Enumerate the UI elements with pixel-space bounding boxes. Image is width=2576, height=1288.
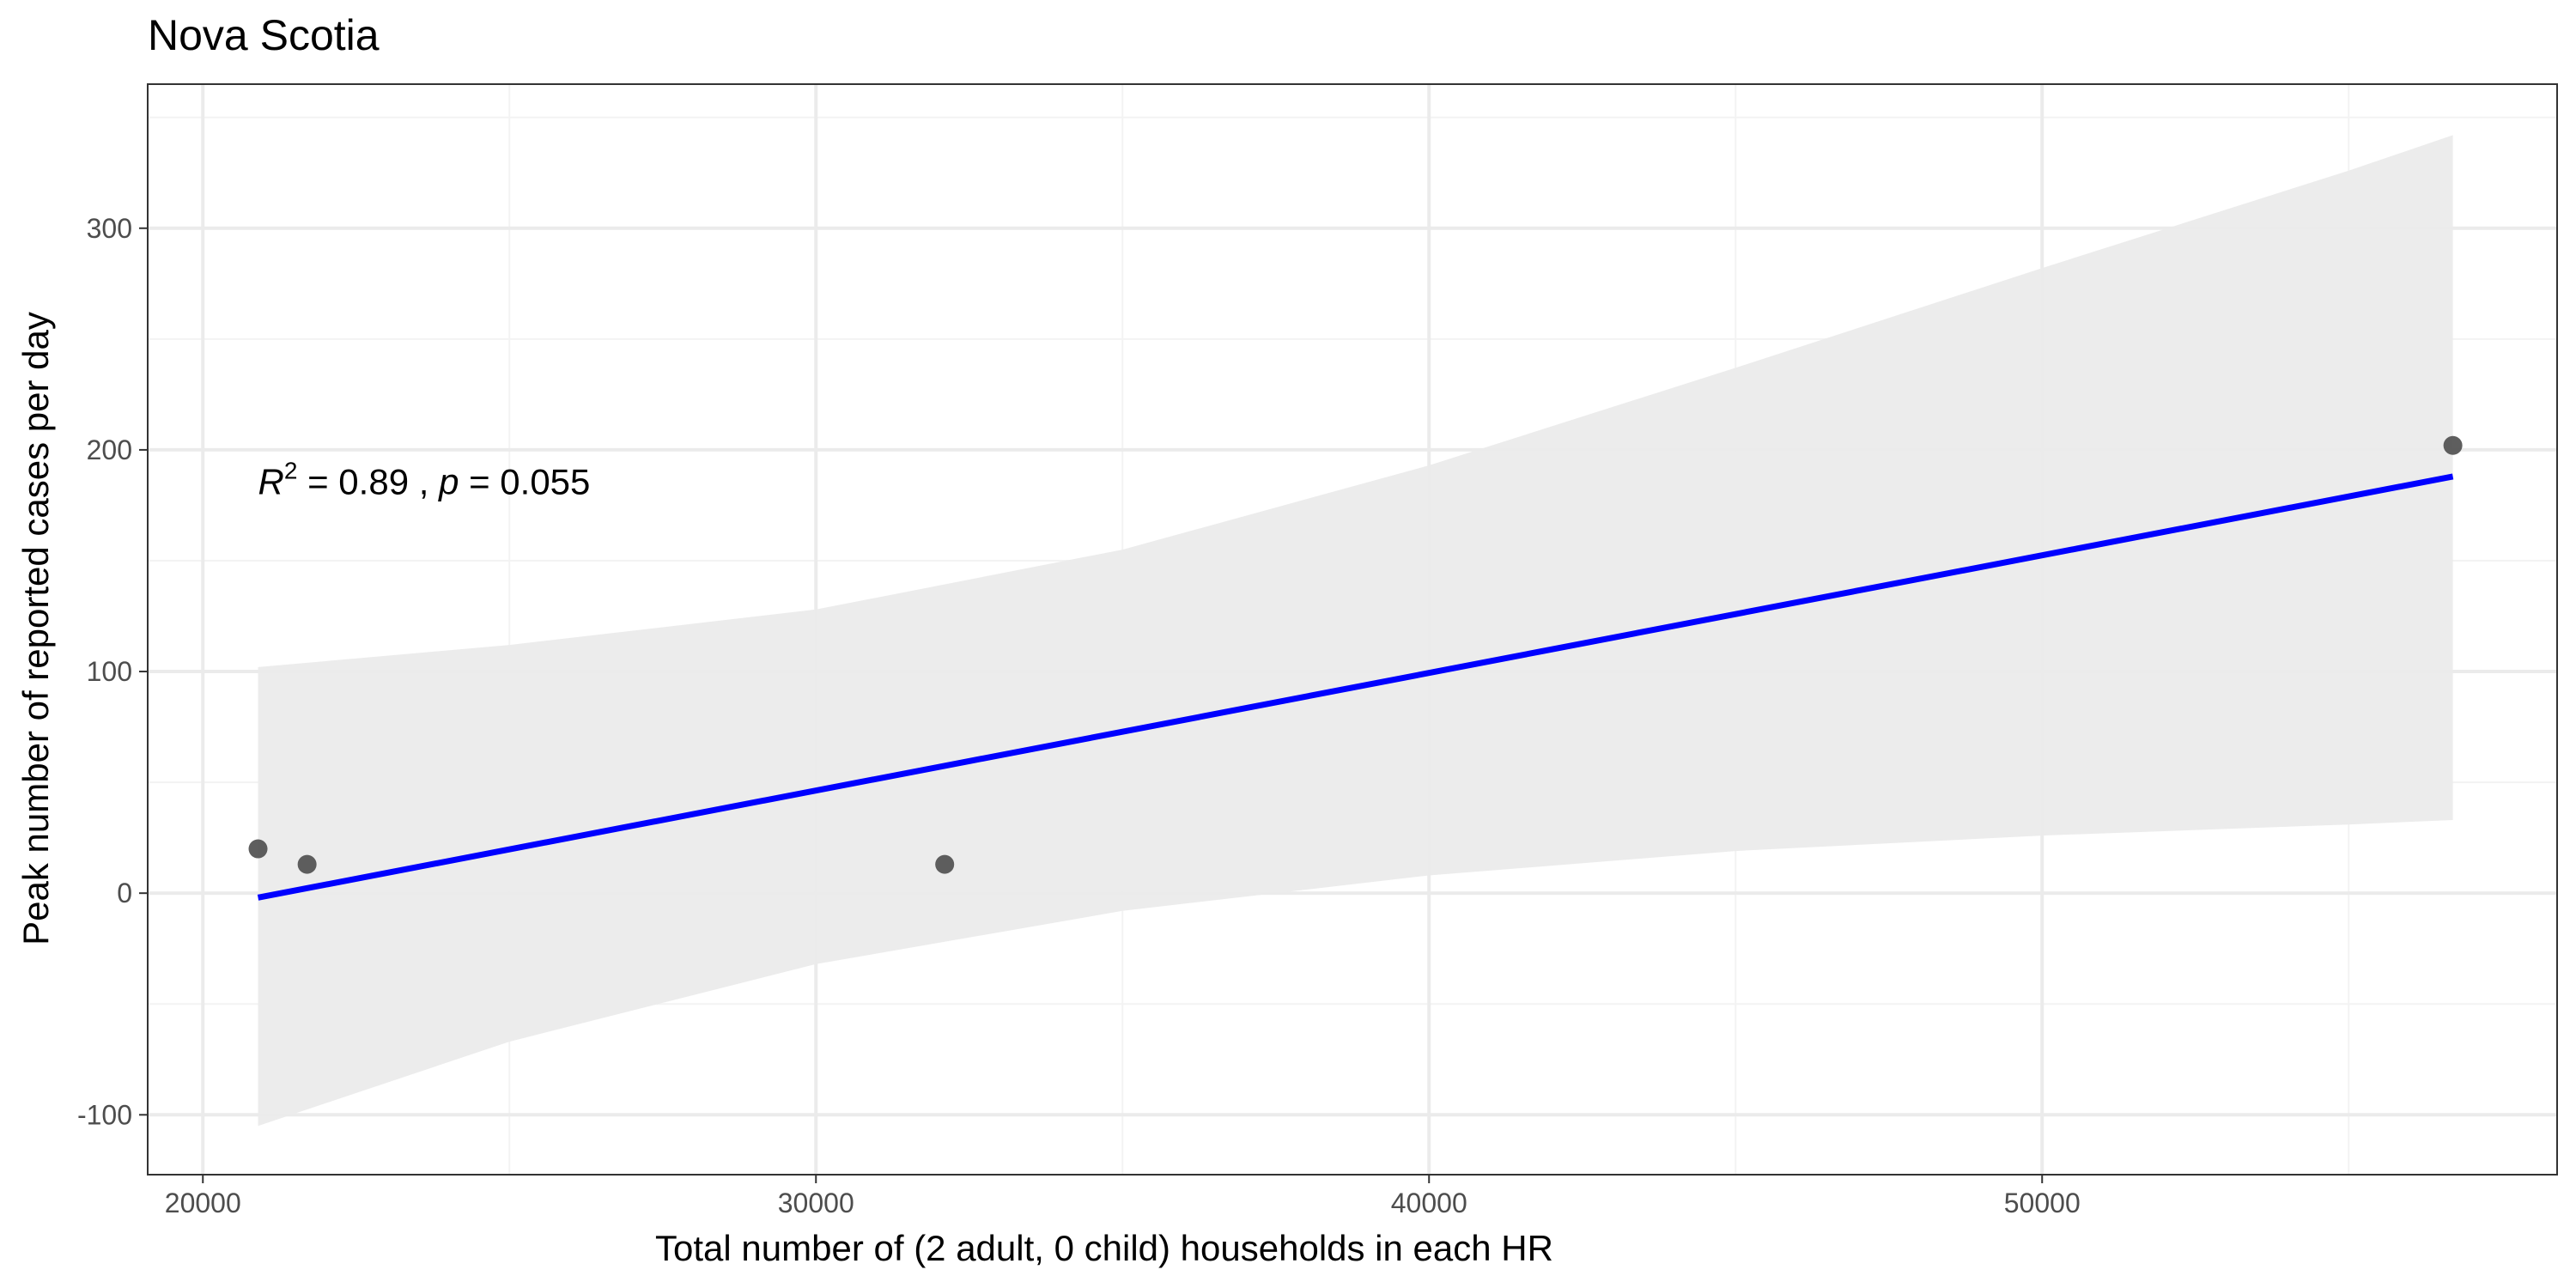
data-point bbox=[935, 854, 955, 874]
data-points bbox=[248, 435, 2463, 874]
y-tick-label: 100 bbox=[87, 656, 132, 687]
x-tick-label: 30000 bbox=[778, 1188, 854, 1218]
x-tick-label: 20000 bbox=[165, 1188, 241, 1218]
x-tick-label: 50000 bbox=[2004, 1188, 2081, 1218]
chart-title: Nova Scotia bbox=[148, 11, 380, 59]
plot-border bbox=[147, 83, 2558, 1176]
y-tick-label: -100 bbox=[77, 1099, 132, 1130]
regression-line bbox=[257, 473, 2454, 901]
r-value: = 0.89 , bbox=[297, 462, 439, 502]
x-axis-label: Total number of (2 adult, 0 child) house… bbox=[655, 1228, 1553, 1268]
y-tick-label: 300 bbox=[87, 213, 132, 244]
y-tick-label: 200 bbox=[87, 434, 132, 465]
confidence-band bbox=[258, 135, 2453, 1127]
data-point bbox=[248, 839, 268, 859]
data-point bbox=[297, 854, 317, 874]
y-axis-ticks: -100 0 100 200 300 bbox=[77, 213, 148, 1130]
stats-annotation: R2 = 0.89 , p = 0.055 bbox=[258, 458, 591, 502]
data-point bbox=[2443, 435, 2463, 455]
x-tick-label: 40000 bbox=[1391, 1188, 1467, 1218]
r-superscript: 2 bbox=[284, 458, 298, 484]
y-tick-label: 0 bbox=[117, 878, 132, 908]
r-symbol: R bbox=[258, 462, 284, 502]
p-symbol: p bbox=[437, 462, 459, 502]
x-axis-ticks: 20000 30000 40000 50000 bbox=[165, 1175, 2081, 1218]
y-axis-label: Peak number of reported cases per day bbox=[15, 312, 56, 945]
p-value: = 0.055 bbox=[459, 462, 590, 502]
